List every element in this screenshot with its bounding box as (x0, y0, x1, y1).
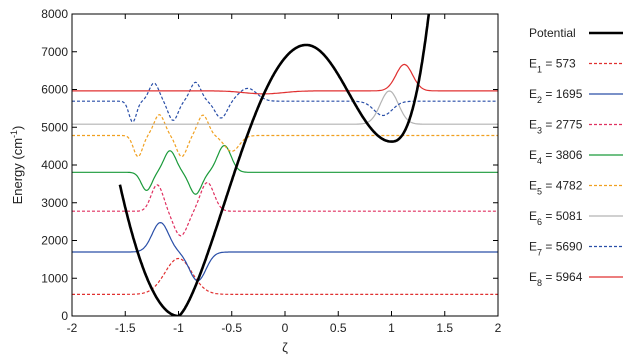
plot-frame (71, 13, 499, 317)
wavefunction-e2 (72, 221, 498, 282)
y-tick-label: 2000 (41, 234, 68, 248)
x-tick-label: -0.5 (221, 321, 242, 335)
legend-label-e2: E2 = 1695 (529, 87, 583, 105)
x-tick-label: 0.5 (330, 321, 347, 335)
y-tick-label: 5000 (41, 120, 68, 134)
legend-label-e3: E3 = 2775 (529, 118, 583, 136)
legend: Potential E1 = 573 E2 = 1695 E3 = 2775 E4 = … (529, 26, 623, 288)
x-tick-label: -1 (173, 321, 184, 335)
wavefunction-e5 (72, 114, 498, 158)
legend-label-potential: Potential (529, 26, 576, 40)
x-tick-label: 1 (388, 321, 395, 335)
y-tick-label: 1000 (41, 271, 68, 285)
y-tick-label: 0 (61, 309, 68, 323)
wavefunction-e1 (72, 257, 498, 295)
x-tick-label: 0 (282, 321, 289, 335)
legend-label-e1: E1 = 573 (529, 57, 576, 75)
legend-label-e5: E5 = 4782 (529, 179, 583, 197)
y-tick-label: 7000 (41, 45, 68, 59)
x-tick-label: -1.5 (115, 321, 136, 335)
legend-label-e4: E4 = 3806 (529, 148, 583, 166)
y-tick-label: 6000 (41, 83, 68, 97)
y-axis-title: Energy (cm-1) (9, 126, 25, 205)
wavefunction-e8 (72, 63, 498, 95)
y-tick-label: 3000 (41, 196, 68, 210)
x-tick-label: 1.5 (436, 321, 453, 335)
wavefunction-e4 (72, 144, 498, 195)
plot-curves (72, 14, 498, 316)
y-tick-label: 8000 (41, 7, 68, 21)
tick-labels: -2 -1.5 -1 -0.5 0 0.5 1 1.5 2 0 1000 2000 3000 4000 50… (41, 7, 501, 335)
legend-label-e8: E8 = 5964 (529, 270, 583, 288)
y-tick-label: 4000 (41, 158, 68, 172)
wavefunction-e6 (72, 90, 498, 125)
wavefunction-e3 (72, 181, 498, 237)
wavefunction-e7 (72, 81, 498, 123)
legend-label-e6: E6 = 5081 (529, 209, 583, 227)
x-tick-label: 2 (495, 321, 502, 335)
legend-label-e7: E7 = 5690 (529, 240, 583, 258)
x-tick-label: -2 (67, 321, 78, 335)
x-axis-title: ζ (282, 340, 288, 355)
potential-curve (118, 14, 431, 316)
